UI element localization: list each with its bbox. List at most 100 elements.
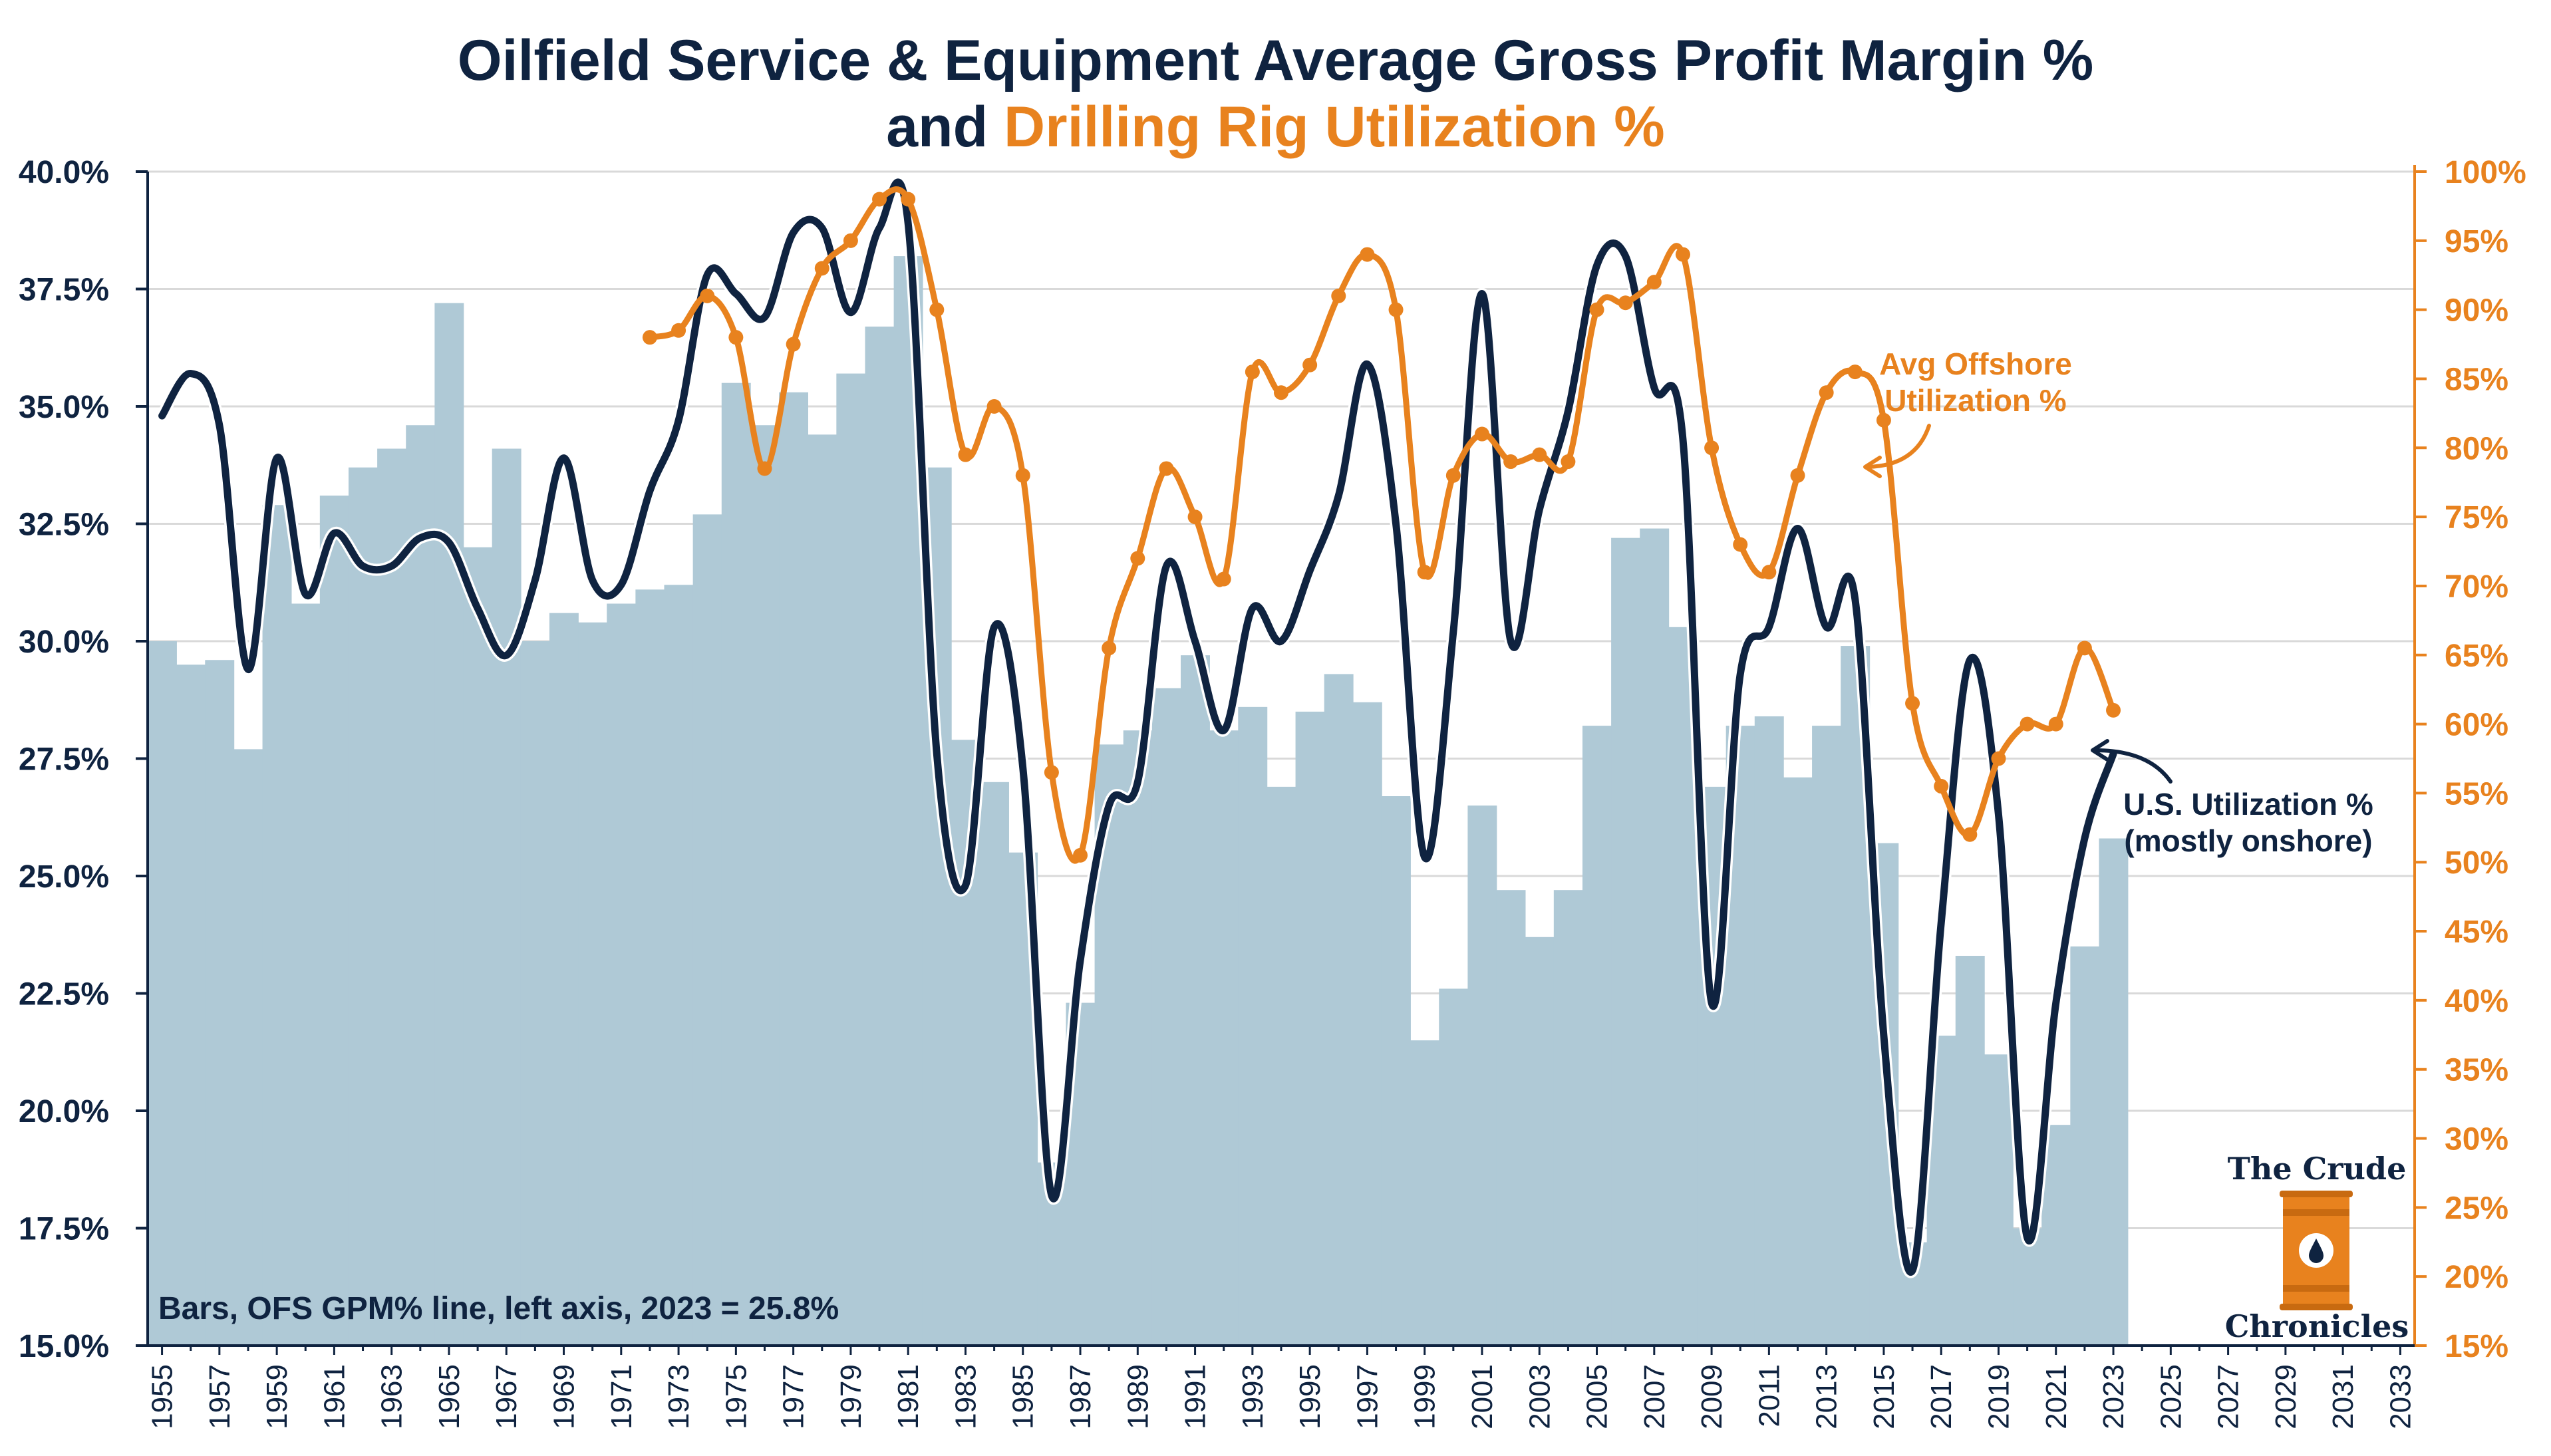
bar — [377, 448, 407, 1346]
x-tick-label: 1997 — [1351, 1364, 1384, 1429]
offshore-point — [1618, 295, 1633, 311]
bar — [1181, 655, 1210, 1346]
bar — [291, 603, 321, 1346]
left-tick-label: 15.0% — [19, 1329, 109, 1364]
bar — [1984, 1054, 2014, 1346]
bar — [1582, 726, 1612, 1346]
offshore-point — [1991, 751, 2006, 766]
x-tick-label: 1991 — [1179, 1364, 1212, 1429]
offshore-point — [1589, 302, 1604, 317]
x-tick-label: 1957 — [204, 1364, 236, 1429]
x-tick-label: 1959 — [261, 1364, 293, 1429]
right-tick-label: 40% — [2445, 984, 2508, 1019]
offshore-point — [1245, 364, 1260, 380]
offshore-point — [1646, 275, 1662, 290]
offshore-point — [1704, 440, 1720, 456]
x-tick-label: 1989 — [1122, 1364, 1154, 1429]
gpm-line — [158, 178, 2117, 1276]
left-tick-label: 27.5% — [19, 742, 109, 778]
bar — [176, 664, 206, 1346]
offshore-point — [1015, 468, 1030, 483]
x-tick-label: 2021 — [2040, 1364, 2073, 1429]
bar — [1496, 890, 1526, 1346]
bar — [319, 496, 349, 1346]
offshore-point — [929, 302, 945, 317]
right-tick-label: 95% — [2445, 224, 2508, 259]
bar — [2013, 1228, 2042, 1346]
x-tick-label: 1995 — [1294, 1364, 1326, 1429]
offshore-annotation-line1: Avg Offshore — [1879, 347, 2072, 381]
us-arrow — [2093, 748, 2173, 784]
x-tick-label: 2019 — [1982, 1364, 2015, 1429]
offshore-point — [1675, 247, 1690, 262]
x-tick-label: 1975 — [720, 1364, 752, 1429]
offshore-point — [1130, 551, 1145, 566]
bar — [148, 641, 177, 1346]
offshore-point — [1905, 696, 1920, 711]
bar — [1209, 730, 1239, 1346]
right-tick-label: 60% — [2445, 708, 2508, 743]
bar — [1123, 730, 1153, 1346]
bar — [205, 660, 235, 1346]
right-tick-label: 80% — [2445, 431, 2508, 466]
right-tick-label: 45% — [2445, 915, 2508, 950]
right-tick-label: 35% — [2445, 1053, 2508, 1088]
x-tick-label: 2005 — [1581, 1364, 1614, 1429]
left-tick-label: 22.5% — [19, 977, 109, 1012]
x-tick-label: 1969 — [548, 1364, 581, 1429]
x-tick-label: 2027 — [2212, 1364, 2245, 1429]
left-tick-label: 20.0% — [19, 1094, 109, 1129]
bar — [1754, 716, 1784, 1346]
bar — [664, 585, 694, 1346]
offshore-point — [728, 330, 744, 345]
bar — [549, 613, 579, 1346]
offshore-point — [1445, 468, 1461, 483]
offshore-point — [1360, 247, 1375, 262]
bar — [1467, 805, 1497, 1346]
x-tick-label: 1967 — [490, 1364, 523, 1429]
x-tick-label: 2011 — [1753, 1364, 1785, 1427]
bar — [406, 425, 436, 1346]
x-tick-label: 1971 — [605, 1364, 638, 1429]
offshore-point — [1159, 461, 1174, 476]
logo-text-bottom: Chronicles — [2224, 1308, 2409, 1344]
offshore-point — [1331, 288, 1346, 303]
offshore-point — [757, 461, 772, 476]
chart-subtitle: and Drilling Rig Utilization % — [0, 98, 2551, 156]
x-tick-label: 2013 — [1811, 1364, 1843, 1429]
offshore-point — [1417, 565, 1432, 580]
x-tick-label: 1963 — [376, 1364, 408, 1429]
offshore-point — [1561, 454, 1576, 470]
right-tick-label: 65% — [2445, 639, 2508, 674]
bar — [980, 782, 1009, 1346]
left-tick-label: 30.0% — [19, 625, 109, 660]
right-tick-label: 55% — [2445, 776, 2508, 811]
offshore-point — [1388, 302, 1404, 317]
right-tick-label: 25% — [2445, 1191, 2508, 1226]
left-tick-label: 35.0% — [19, 390, 109, 425]
bar — [492, 448, 522, 1346]
right-tick-label: 15% — [2445, 1329, 2508, 1364]
offshore-point — [958, 447, 973, 462]
x-tick-label: 2017 — [1925, 1364, 1958, 1429]
bar — [808, 434, 837, 1346]
bar — [779, 392, 809, 1346]
bars-note: Bars, OFS GPM% line, left axis, 2023 = 2… — [158, 1291, 839, 1326]
x-tick-label: 2003 — [1523, 1364, 1556, 1429]
x-tick-label: 2023 — [2097, 1364, 2130, 1429]
bar — [692, 514, 722, 1346]
subtitle-accent: Drilling Rig Utilization % — [1004, 95, 1665, 159]
offshore-point — [1532, 447, 1547, 462]
left-tick-label: 37.5% — [19, 273, 109, 308]
bar — [1955, 956, 1985, 1346]
left-tick-label: 17.5% — [19, 1212, 109, 1247]
offshore-point — [986, 399, 1002, 414]
offshore-point — [1847, 364, 1863, 380]
offshore-point — [1187, 510, 1203, 525]
right-tick-label: 20% — [2445, 1260, 2508, 1295]
x-tick-label: 2033 — [2384, 1364, 2417, 1429]
offshore-point — [1876, 412, 1891, 428]
right-tick-label: 70% — [2445, 569, 2508, 605]
bar — [233, 749, 263, 1346]
